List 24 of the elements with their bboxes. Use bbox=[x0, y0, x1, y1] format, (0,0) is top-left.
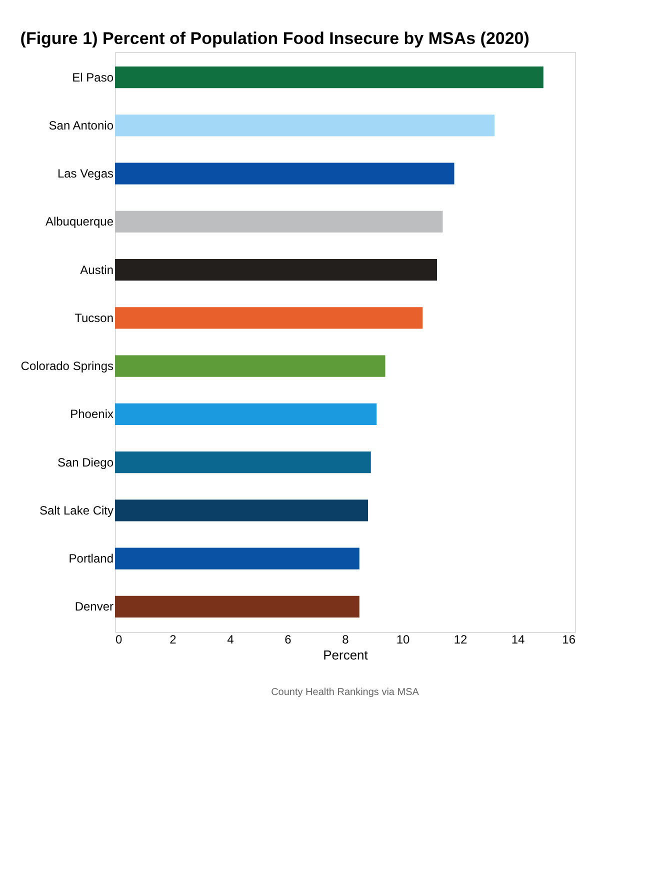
x-tick-label: 16 bbox=[562, 632, 576, 646]
y-tick-label: Portland bbox=[68, 552, 114, 566]
y-tick-label: Albuquerque bbox=[45, 214, 114, 229]
y-tick-label: Austin bbox=[80, 262, 114, 277]
y-tick-label: El Paso bbox=[72, 70, 114, 84]
y-tick-label: Colorado Springs bbox=[20, 359, 114, 374]
y-tick-label: Phoenix bbox=[70, 407, 114, 422]
chart-title: (Figure 1) Percent of Population Food Insecure by MSAs (2020) bbox=[20, 29, 530, 48]
y-tick-label: Tucson bbox=[74, 310, 114, 325]
x-tick-label: 6 bbox=[284, 632, 292, 646]
y-tick-label: Denver bbox=[74, 600, 114, 614]
x-tick-label: 8 bbox=[342, 632, 350, 646]
y-tick-label: San Antonio bbox=[48, 118, 114, 132]
y-tick-label: Salt Lake City bbox=[39, 503, 114, 518]
x-axis-title: Percent bbox=[323, 648, 368, 662]
text: County Health Rankings via MSA bbox=[271, 687, 420, 698]
x-tick-label: 0 bbox=[116, 632, 122, 646]
x-tick-label: 12 bbox=[454, 632, 468, 646]
x-tick-label: 2 bbox=[170, 632, 177, 646]
x-tick-label: 10 bbox=[396, 632, 410, 646]
x-tick-label: 14 bbox=[511, 632, 525, 646]
x-tick-label: 4 bbox=[227, 632, 234, 646]
y-tick-label: Las Vegas bbox=[57, 166, 114, 181]
y-tick-label: San Diego bbox=[57, 455, 114, 470]
